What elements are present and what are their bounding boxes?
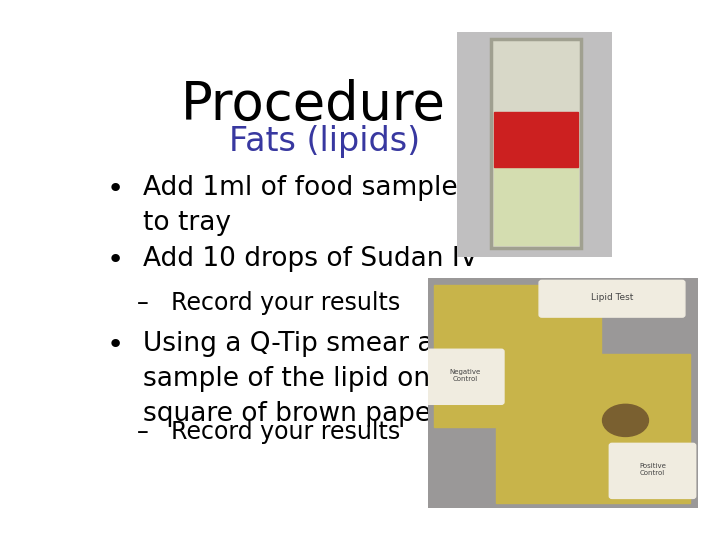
Bar <box>495 122 578 245</box>
Bar <box>433 285 601 427</box>
Text: Positive
Control: Positive Control <box>639 463 666 476</box>
Text: •: • <box>107 175 124 203</box>
Text: –: – <box>137 420 149 444</box>
Text: –: – <box>137 292 149 315</box>
Text: Record your results: Record your results <box>171 292 400 315</box>
Text: Lipid Test: Lipid Test <box>591 293 633 302</box>
Text: •: • <box>107 331 124 359</box>
Text: Using a Q-Tip smear a
sample of the lipid onto a
square of brown paper.: Using a Q-Tip smear a sample of the lipi… <box>143 331 481 427</box>
FancyBboxPatch shape <box>539 280 685 317</box>
Text: Procedure: Procedure <box>181 79 446 131</box>
Text: Record your results: Record your results <box>171 420 400 444</box>
Bar <box>496 354 690 503</box>
FancyBboxPatch shape <box>609 443 696 498</box>
Bar <box>491 39 581 247</box>
Bar <box>491 39 581 247</box>
FancyBboxPatch shape <box>423 349 504 404</box>
Bar <box>495 112 578 167</box>
Text: •: • <box>107 246 124 274</box>
Text: Fats (lipids): Fats (lipids) <box>229 125 420 158</box>
Text: Negative
Control: Negative Control <box>449 369 480 382</box>
Text: Add 1ml of food sample
to tray: Add 1ml of food sample to tray <box>143 175 458 236</box>
Ellipse shape <box>603 404 649 436</box>
Text: Add 10 drops of Sudan IV: Add 10 drops of Sudan IV <box>143 246 478 272</box>
